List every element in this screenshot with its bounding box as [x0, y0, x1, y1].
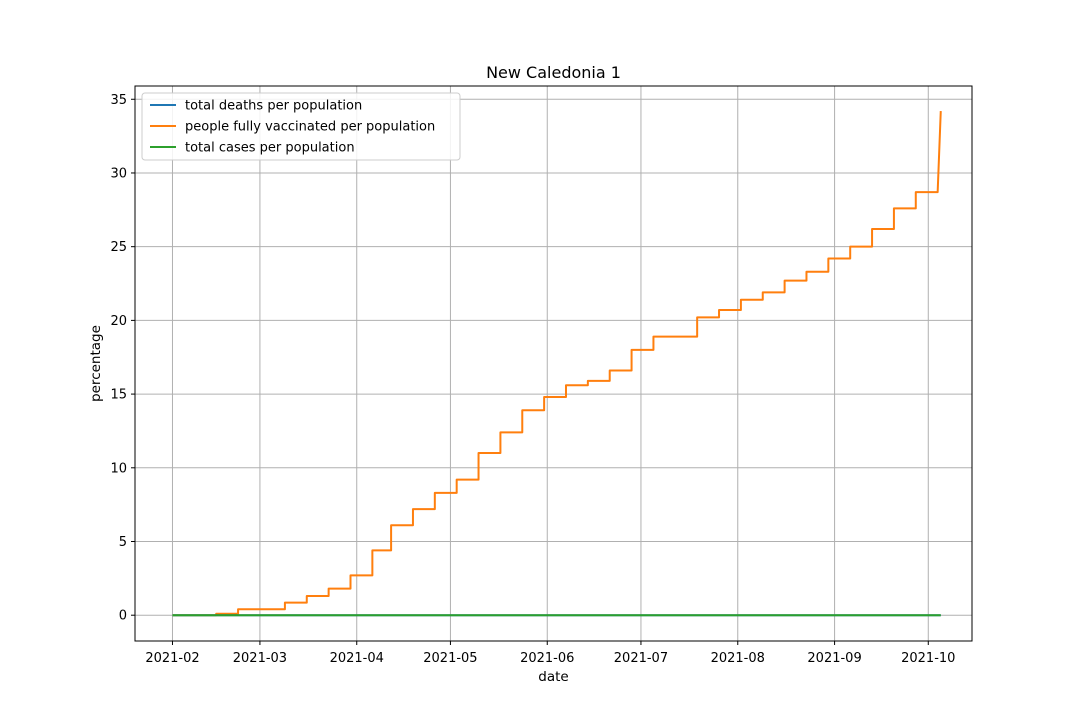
legend-label: total cases per population: [185, 141, 355, 156]
legend-label: people fully vaccinated per population: [185, 120, 435, 135]
chart-title: New Caledonia 1: [486, 63, 621, 82]
x-tick-label: 2021-04: [330, 651, 384, 666]
x-tick-label: 2021-03: [233, 651, 287, 666]
axis-ticks: 2021-02 2021-03 2021-04 2021-05 2021-06 2021-…: [110, 93, 955, 666]
x-tick-label: 2021-06: [520, 651, 574, 666]
x-tick-label: 2021-02: [145, 651, 199, 666]
x-axis-label: date: [538, 669, 568, 685]
y-tick-label: 35: [110, 93, 127, 108]
x-tick-label: 2021-07: [614, 651, 668, 666]
x-tick-label: 2021-10: [901, 651, 955, 666]
plot-frame: [134, 85, 973, 642]
y-tick-label: 20: [110, 314, 127, 329]
legend-box: [141, 92, 461, 161]
y-tick-label: 25: [110, 240, 127, 255]
y-tick-label: 30: [110, 166, 127, 181]
x-tick-label: 2021-08: [711, 651, 765, 666]
series-lines: [172, 111, 942, 617]
x-tick-label: 2021-05: [423, 651, 477, 666]
y-tick-label: 0: [119, 609, 127, 624]
legend: total deaths per population people fully …: [141, 92, 461, 161]
y-axis-label: percentage: [88, 325, 104, 402]
series-line-2: [172, 111, 942, 617]
y-tick-label: 15: [110, 388, 127, 403]
y-tick-label: 10: [110, 461, 127, 476]
x-tick-label: 2021-09: [807, 651, 861, 666]
legend-label: total deaths per population: [185, 99, 362, 114]
y-tick-label: 5: [119, 535, 127, 550]
